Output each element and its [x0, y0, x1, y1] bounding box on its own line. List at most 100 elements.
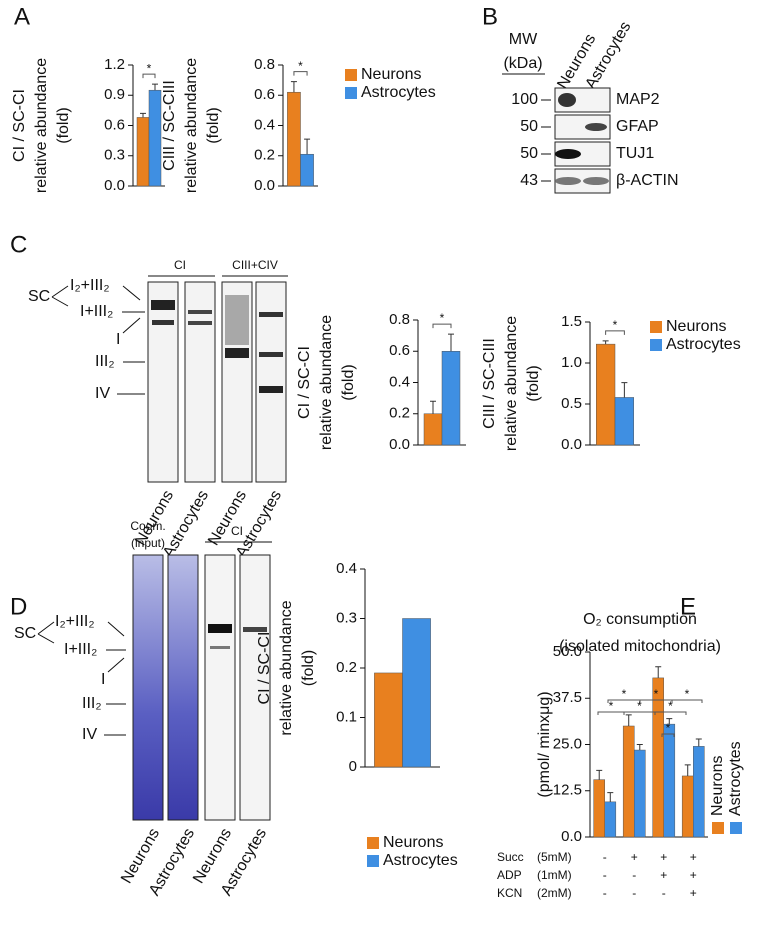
group-label: (input): [131, 536, 165, 550]
condition-dose: (2mM): [537, 886, 572, 900]
sig-label: *: [440, 311, 445, 325]
y-axis-label: CI / SC-CI: [296, 346, 313, 419]
y-tick-label: 0.2: [336, 659, 357, 676]
y-tick-label: 0.1: [336, 708, 357, 725]
band-label: IV: [82, 726, 97, 743]
condition-mark: -: [603, 886, 607, 900]
protein-label: TUJ1: [616, 145, 654, 162]
bar: [402, 618, 431, 768]
protein-label: MAP2: [616, 91, 660, 108]
mw-header: (kDa): [503, 55, 542, 72]
protein-label: β-ACTIN: [616, 172, 679, 189]
y-axis-label: (fold): [525, 365, 542, 401]
error-bar: [290, 81, 297, 93]
error-bar: [636, 744, 643, 751]
condition-mark: +: [660, 868, 667, 882]
bar: [148, 89, 162, 187]
y-axis-label: CIII / SC-CIII: [481, 338, 498, 429]
mw-value: 50: [520, 118, 538, 135]
legend-label: Astrocytes: [666, 336, 741, 353]
sig-label: *: [622, 687, 627, 701]
legend-swatch: [345, 87, 357, 99]
y-tick-label: 0.0: [561, 828, 582, 845]
y-axis-label: CIII / SC-CIII: [161, 80, 178, 171]
y-axis-label: CI / SC-CI: [256, 632, 273, 705]
condition-mark: +: [690, 886, 697, 900]
bar: [681, 775, 694, 838]
condition-mark: -: [632, 886, 636, 900]
y-axis-label: (fold): [340, 364, 357, 400]
condition-label: Succ: [497, 850, 524, 864]
y-tick-label: 0.3: [104, 147, 125, 164]
y-axis-label: relative abundance: [278, 600, 295, 735]
bar: [614, 397, 634, 446]
mw-value: 100: [511, 91, 538, 108]
error-bar: [602, 340, 609, 345]
sig-bracket: [432, 323, 452, 329]
sig-label: *: [609, 699, 614, 713]
mw-header: MW: [509, 31, 538, 48]
y-tick-label: 0.6: [389, 342, 410, 359]
bar: [300, 153, 314, 187]
sig-bracket: [654, 711, 687, 715]
band-label: IV: [95, 385, 110, 402]
band-label: III₂: [82, 695, 102, 712]
band-label: SC: [14, 625, 36, 642]
band-label: I₂+III₂: [55, 613, 95, 630]
legend-swatch: [367, 855, 379, 867]
chart-title: (isolated mitochondria): [559, 638, 721, 655]
bar: [287, 91, 301, 187]
y-axis-label: (fold): [55, 107, 72, 143]
band-label: I₂+III₂: [70, 277, 110, 294]
panel-label: B: [482, 3, 498, 30]
condition-mark: +: [690, 868, 697, 882]
y-tick-label: 0.5: [561, 395, 582, 412]
bar: [652, 677, 664, 838]
legend-label: Neurons: [361, 66, 421, 83]
sig-label: *: [613, 318, 618, 332]
y-tick-label: 0.0: [389, 436, 410, 453]
bar: [634, 749, 646, 838]
y-axis-label: CI / SC-CI: [11, 89, 28, 162]
y-axis-label: (fold): [300, 650, 317, 686]
bar: [423, 413, 443, 446]
y-tick-label: 0.2: [389, 405, 410, 422]
condition-dose: (5mM): [537, 850, 572, 864]
sig-label: *: [654, 687, 659, 701]
y-tick-label: 0.4: [389, 373, 410, 390]
y-axis-label: relative abundance: [318, 315, 335, 450]
panel-label: E: [680, 593, 696, 620]
condition-mark: -: [603, 868, 607, 882]
blot-b: MW (kDa) Neurons Astrocytes 100 50 50 43…: [502, 19, 679, 194]
y-tick-label: 1.2: [104, 56, 125, 73]
blot-c: CI CIII+CIV SC I₂+III₂ I+III₂ I III₂ IV …: [28, 258, 288, 561]
y-tick-label: 0.0: [561, 436, 582, 453]
band-label: I+III₂: [80, 303, 113, 320]
legend-label: Neurons: [666, 318, 726, 335]
y-axis-label: relative abundance: [503, 316, 520, 451]
error-bar: [655, 666, 662, 678]
band-label: SC: [28, 288, 50, 305]
y-tick-label: 12.5: [553, 782, 582, 799]
group-label: CI: [231, 524, 243, 538]
protein-label: GFAP: [616, 118, 659, 135]
bar: [136, 117, 150, 187]
y-axis-label: (fold): [205, 107, 222, 143]
y-axis-label: relative abundance: [33, 58, 50, 193]
condition-label: ADP: [497, 868, 522, 882]
bar: [596, 343, 616, 446]
panel-label: D: [10, 593, 27, 620]
group-label: CI: [174, 258, 186, 272]
y-tick-label: 0.3: [336, 609, 357, 626]
error-bar: [621, 382, 628, 398]
condition-mark: +: [631, 850, 638, 864]
error-bar: [430, 400, 436, 414]
y-tick-label: 1.0: [561, 354, 582, 371]
bar: [693, 746, 705, 838]
y-tick-label: 0: [349, 758, 357, 775]
condition-mark: -: [603, 850, 607, 864]
error-bar: [695, 738, 702, 747]
condition-mark: +: [660, 850, 667, 864]
sig-label: *: [668, 699, 673, 713]
y-tick-label: 0.8: [389, 311, 410, 328]
